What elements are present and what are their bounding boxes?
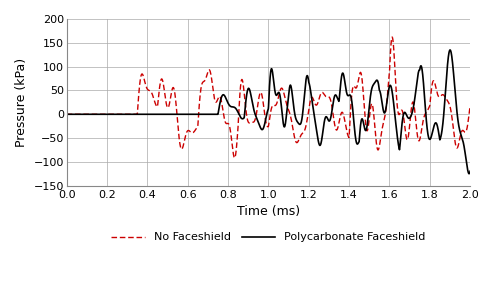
Polycarbonate Faceshield: [84, 112, 90, 116]
Polycarbonate Faceshield: [466, 172, 472, 175]
No Faceshield: [249, 121, 255, 124]
No Faceshield: [381, 116, 387, 120]
Legend: No Faceshield, Polycarbonate Faceshield: No Faceshield, Polycarbonate Faceshield: [107, 228, 430, 247]
Polycarbonate Faceshield: [447, 48, 453, 52]
No Faceshield: [84, 112, 90, 116]
Polycarbonate Faceshield: [455, 123, 461, 127]
No Faceshield: [260, 100, 266, 104]
Polycarbonate Faceshield: [249, 100, 255, 103]
Line: Polycarbonate Faceshield: Polycarbonate Faceshield: [67, 50, 470, 174]
Polycarbonate Faceshield: [381, 111, 387, 115]
No Faceshield: [467, 104, 473, 107]
Y-axis label: Pressure (kPa): Pressure (kPa): [15, 58, 28, 147]
Polycarbonate Faceshield: [64, 112, 70, 116]
No Faceshield: [64, 112, 70, 116]
No Faceshield: [389, 35, 395, 39]
Polycarbonate Faceshield: [455, 122, 461, 125]
No Faceshield: [455, 142, 461, 146]
X-axis label: Time (ms): Time (ms): [237, 206, 300, 218]
Line: No Faceshield: No Faceshield: [67, 37, 470, 158]
Polycarbonate Faceshield: [260, 127, 266, 131]
No Faceshield: [456, 141, 462, 145]
No Faceshield: [232, 156, 238, 160]
Polycarbonate Faceshield: [467, 169, 473, 173]
